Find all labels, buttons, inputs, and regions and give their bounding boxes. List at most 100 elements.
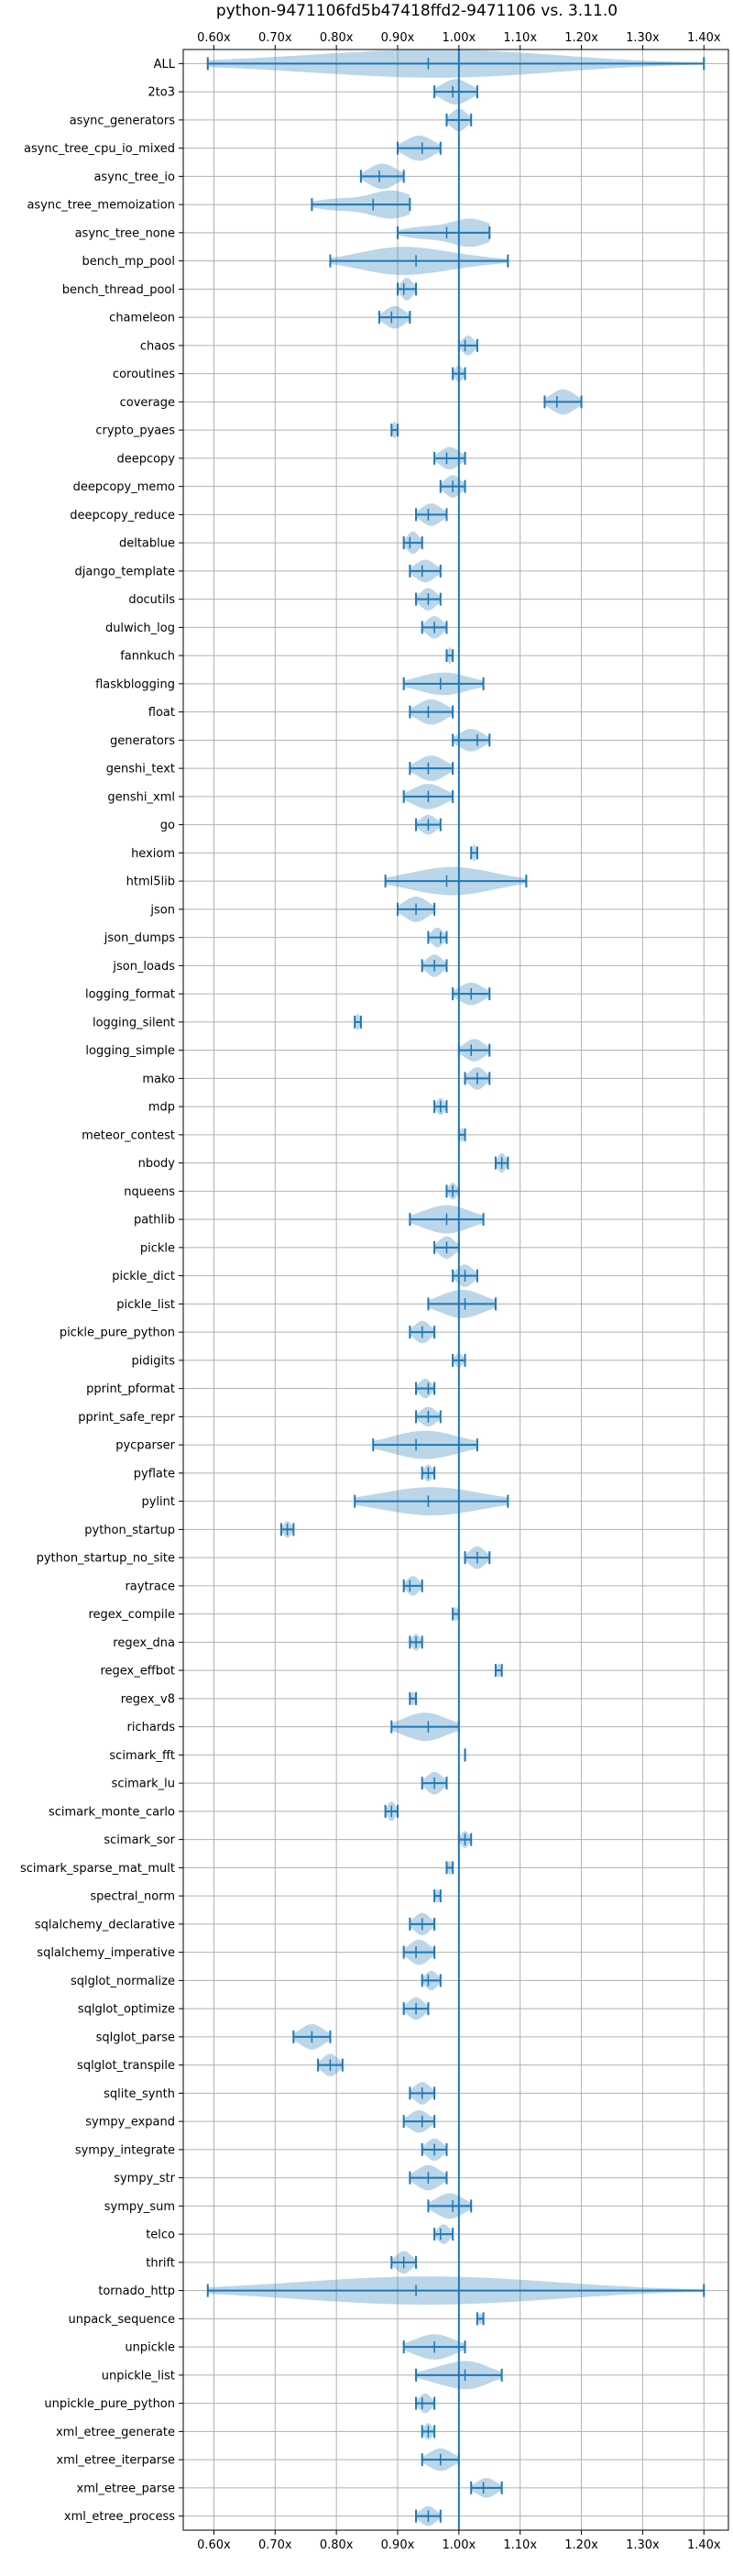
x-tick-label-top: 1.40x xyxy=(687,31,721,45)
violin-json_loads xyxy=(421,954,448,977)
violin-scimark_monte_carlo xyxy=(384,1801,399,1822)
category-label: sqlite_synth xyxy=(104,2087,175,2101)
category-label: logging_silent xyxy=(93,1016,175,1029)
violin-sympy_integrate xyxy=(421,2138,448,2162)
violin-sqlalchemy_declarative xyxy=(409,1912,436,1936)
category-label: scimark_fft xyxy=(109,1749,175,1763)
violin-scimark_fft xyxy=(464,1748,468,1762)
violin-sympy_sum xyxy=(427,2193,473,2219)
violin-pickle xyxy=(433,1236,460,1260)
violin-raytrace xyxy=(402,1576,423,1596)
category-label: async_tree_io xyxy=(93,171,175,184)
category-label: sqlglot_parse xyxy=(96,2031,175,2044)
violin-sqlite_synth xyxy=(409,2082,436,2105)
violin-deepcopy xyxy=(433,446,466,470)
violin-regex_compile xyxy=(452,1606,460,1622)
violin-fannkuch xyxy=(445,646,454,665)
x-tick-label-top: 0.80x xyxy=(320,31,354,45)
category-label: pickle xyxy=(140,1241,175,1255)
violin-unpickle_pure_python xyxy=(415,2393,436,2414)
category-label: pickle_list xyxy=(116,1298,175,1312)
category-label: python_startup xyxy=(84,1524,175,1537)
violin-genshi_text xyxy=(409,755,454,781)
x-tick-label-bottom: 0.80x xyxy=(320,2538,354,2552)
category-label: genshi_xml xyxy=(107,790,175,804)
violin-sqlglot_transpile xyxy=(317,2053,344,2076)
violin-unpack_sequence xyxy=(476,2312,485,2326)
category-label: mako xyxy=(142,1073,175,1086)
category-label: fannkuch xyxy=(120,650,175,664)
category-label: pyflate xyxy=(134,1467,175,1481)
category-label: async_tree_none xyxy=(75,226,175,240)
category-label: sympy_expand xyxy=(85,2116,175,2130)
violin-logging_simple xyxy=(457,1039,491,1062)
x-tick-label-top: 0.60x xyxy=(197,31,231,45)
violin-pickle_list xyxy=(427,1290,497,1318)
category-label: float xyxy=(148,706,175,720)
violin-async_tree_cpu_io_mixed xyxy=(396,135,442,161)
violin-async_tree_io xyxy=(359,163,405,190)
category-label: 2to3 xyxy=(148,86,175,100)
category-label: coroutines xyxy=(113,368,175,381)
category-label: sympy_sum xyxy=(104,2200,175,2214)
violin-sqlglot_normalize xyxy=(421,1970,442,1991)
violin-deltablue xyxy=(402,531,423,555)
violin-coverage xyxy=(543,389,583,415)
violin-telco xyxy=(433,2224,454,2244)
violin-json_dumps xyxy=(427,927,448,948)
category-label: python_startup_no_site xyxy=(37,1552,175,1566)
grid-layer xyxy=(183,50,728,2530)
category-label: logging_simple xyxy=(85,1044,175,1058)
category-label: docutils xyxy=(128,593,175,607)
category-label: sqlglot_normalize xyxy=(71,1975,175,1988)
violin-regex_dna xyxy=(409,1634,423,1651)
category-label: html5lib xyxy=(126,875,175,889)
category-label: xml_etree_process xyxy=(64,2510,175,2524)
violin-django_template xyxy=(409,559,442,583)
violin-pycparser xyxy=(372,1430,478,1459)
x-tick-label-bottom: 0.70x xyxy=(258,2538,292,2552)
violin-nqueens xyxy=(445,1183,460,1200)
category-label: deepcopy xyxy=(116,452,175,466)
violin-unpickle xyxy=(402,2334,466,2360)
violin-float xyxy=(409,699,454,725)
category-label: sqlalchemy_declarative xyxy=(35,1918,175,1932)
violin-python_startup_no_site xyxy=(464,1546,491,1569)
category-label: scimark_lu xyxy=(112,1778,175,1791)
x-tick-label-top: 1.30x xyxy=(626,31,660,45)
x-tick-label-top: 0.70x xyxy=(258,31,292,45)
violin-bench_mp_pool xyxy=(329,247,509,275)
violin-html5lib xyxy=(384,866,528,896)
category-label: async_tree_memoization xyxy=(27,199,175,213)
category-label: mdp xyxy=(148,1101,175,1115)
violin-pprint_pformat xyxy=(415,1378,436,1399)
violins-layer xyxy=(206,50,706,2526)
category-label: django_template xyxy=(75,565,175,578)
category-label: flaskblogging xyxy=(95,677,175,691)
category-label: scimark_monte_carlo xyxy=(49,1805,175,1819)
violin-deepcopy_memo xyxy=(439,475,466,498)
violin-pylint xyxy=(354,1487,509,1515)
violin-async_tree_memoization xyxy=(311,190,411,219)
category-label: ALL xyxy=(154,58,176,72)
category-label: bench_thread_pool xyxy=(62,283,175,297)
violin-python_startup xyxy=(279,1521,295,1538)
violin-regex_v8 xyxy=(409,1691,418,1706)
category-label: deepcopy_reduce xyxy=(70,509,175,523)
category-label: coverage xyxy=(120,396,175,410)
violin-json xyxy=(396,897,436,922)
category-label: xml_etree_iterparse xyxy=(56,2454,175,2468)
category-label: pickle_pure_python xyxy=(60,1327,175,1340)
violin-xml_etree_process xyxy=(415,2505,442,2526)
category-label: pycparser xyxy=(115,1439,175,1453)
violin-sympy_str xyxy=(409,2164,448,2191)
violin-crypto_pyaes xyxy=(390,421,399,439)
category-label: sqlalchemy_imperative xyxy=(37,1946,175,1960)
plot-frame xyxy=(182,49,729,2531)
category-label: richards xyxy=(127,1721,176,1734)
category-label: json_loads xyxy=(112,960,175,974)
category-label: sqlglot_transpile xyxy=(77,2059,175,2073)
violin-ALL xyxy=(206,50,706,78)
violin-xml_etree_generate xyxy=(421,2423,436,2440)
category-label: unpack_sequence xyxy=(68,2313,175,2327)
